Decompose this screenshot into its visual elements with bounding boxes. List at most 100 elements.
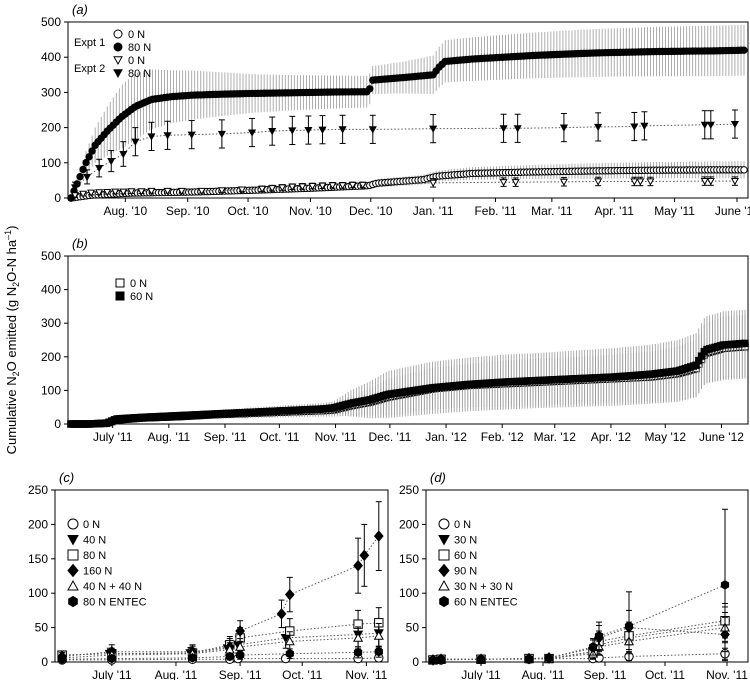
y-tick-label: 300	[41, 85, 61, 99]
y-tick-label: 0	[412, 655, 419, 669]
legend-marker	[68, 595, 78, 608]
legend-entry: 90 N	[438, 563, 477, 578]
data-point	[79, 190, 88, 199]
data-point	[740, 166, 748, 174]
data-point	[368, 126, 377, 134]
series-0-n	[70, 176, 739, 200]
legend-label: 60 N	[130, 291, 153, 303]
series-80-n-entec	[58, 645, 383, 664]
data-point	[83, 173, 92, 182]
data-point	[720, 580, 730, 590]
legend-label: 40 N + 40 N	[83, 581, 142, 593]
y-tick-label: 400	[41, 283, 61, 297]
data-point	[730, 121, 739, 129]
data-point	[278, 184, 287, 192]
series-80-n	[67, 24, 748, 202]
y-tick-label: 200	[41, 350, 61, 364]
y-tick-label: 150	[399, 552, 419, 566]
data-point	[87, 189, 96, 197]
data-point	[359, 549, 370, 562]
legend-label: 80 N ENTEC	[83, 597, 147, 609]
trend-line	[432, 620, 726, 661]
panel-label: (a)	[72, 2, 88, 17]
x-tick-label: Oct. '11	[645, 668, 685, 680]
data-point	[741, 339, 749, 348]
y-tick-label: 400	[41, 50, 61, 64]
data-point	[82, 158, 90, 167]
x-tick-label: Dec. '11	[368, 430, 411, 444]
data-point	[131, 138, 140, 146]
legend-entry: 0 N	[438, 518, 471, 531]
legend-entry: 160 N	[67, 563, 112, 578]
data-point	[147, 187, 156, 196]
y-tick-label: 0	[54, 417, 61, 431]
data-point	[700, 121, 709, 130]
x-tick-label: Nov. '11	[345, 668, 387, 680]
legend-marker	[115, 278, 125, 288]
legend-marker	[113, 69, 123, 79]
data-point	[237, 186, 247, 194]
y-tick-label: 100	[28, 586, 48, 600]
x-tick-label: June '12	[699, 430, 744, 444]
x-tick-label: June '11	[715, 204, 750, 218]
data-point	[354, 647, 363, 658]
data-point	[177, 187, 186, 196]
y-tick-label: 0	[41, 655, 48, 669]
x-tick-label: Feb. '11	[474, 204, 516, 218]
x-tick-label: Sep. '11	[219, 668, 262, 680]
data-point	[95, 189, 104, 197]
x-tick-label: Aug. '11	[522, 668, 565, 680]
data-point	[338, 182, 347, 190]
data-point	[428, 655, 438, 665]
trend-line	[62, 635, 379, 659]
data-point	[147, 133, 156, 141]
data-point	[111, 188, 120, 196]
legend-entry: 0 N	[113, 29, 145, 41]
legend-entry: 0 N	[67, 518, 100, 531]
plot-frame	[425, 489, 749, 663]
y-axis-label: Cumulative N2O emitted (g N2O-N ha–1)	[3, 226, 21, 455]
y-tick-label: 0	[54, 191, 61, 205]
data-point	[288, 127, 297, 135]
legend-marker	[438, 563, 450, 578]
data-point	[544, 653, 554, 663]
data-point	[740, 46, 748, 54]
legend-label: 0 N	[83, 519, 100, 531]
legend-marker	[438, 518, 450, 530]
data-point	[217, 187, 226, 195]
data-point	[276, 608, 287, 620]
data-point	[429, 179, 438, 188]
panel-label: (d)	[430, 470, 446, 485]
data-point	[127, 188, 136, 196]
data-point	[476, 654, 486, 664]
legend-entry: 0 N	[115, 278, 147, 290]
data-point	[163, 132, 172, 140]
data-point	[163, 187, 172, 196]
data-point	[524, 653, 534, 664]
legend-label: 0 N	[128, 29, 145, 41]
data-point	[700, 178, 709, 186]
legend-marker	[438, 579, 450, 591]
legend-marker	[67, 518, 79, 530]
panel-b: (b) 0 100 200 300 400 500 July '11 Aug. '11 Sep. …	[41, 236, 749, 444]
legend-label: 60 N	[454, 550, 477, 562]
x-tick-label: Oct. '11	[282, 668, 322, 680]
data-point	[308, 182, 317, 191]
data-point	[499, 179, 508, 187]
legend-marker	[67, 535, 79, 546]
data-point	[594, 178, 603, 186]
data-point	[268, 185, 277, 193]
x-tick-label: Feb. '12	[481, 430, 524, 444]
data-point	[559, 178, 568, 187]
legend-marker	[438, 549, 450, 561]
legend-label: 0 N	[454, 519, 471, 531]
x-tick-label: Sep. '11	[584, 668, 627, 680]
x-tick-label: Oct. '10	[228, 204, 269, 218]
legend-entry: 40 N + 40 N	[67, 579, 142, 593]
data-point	[429, 125, 438, 133]
data-point	[58, 654, 67, 664]
data-point	[358, 181, 367, 190]
series-60-n-entec	[428, 508, 730, 665]
legend-group-label: Expt 2	[74, 63, 105, 75]
